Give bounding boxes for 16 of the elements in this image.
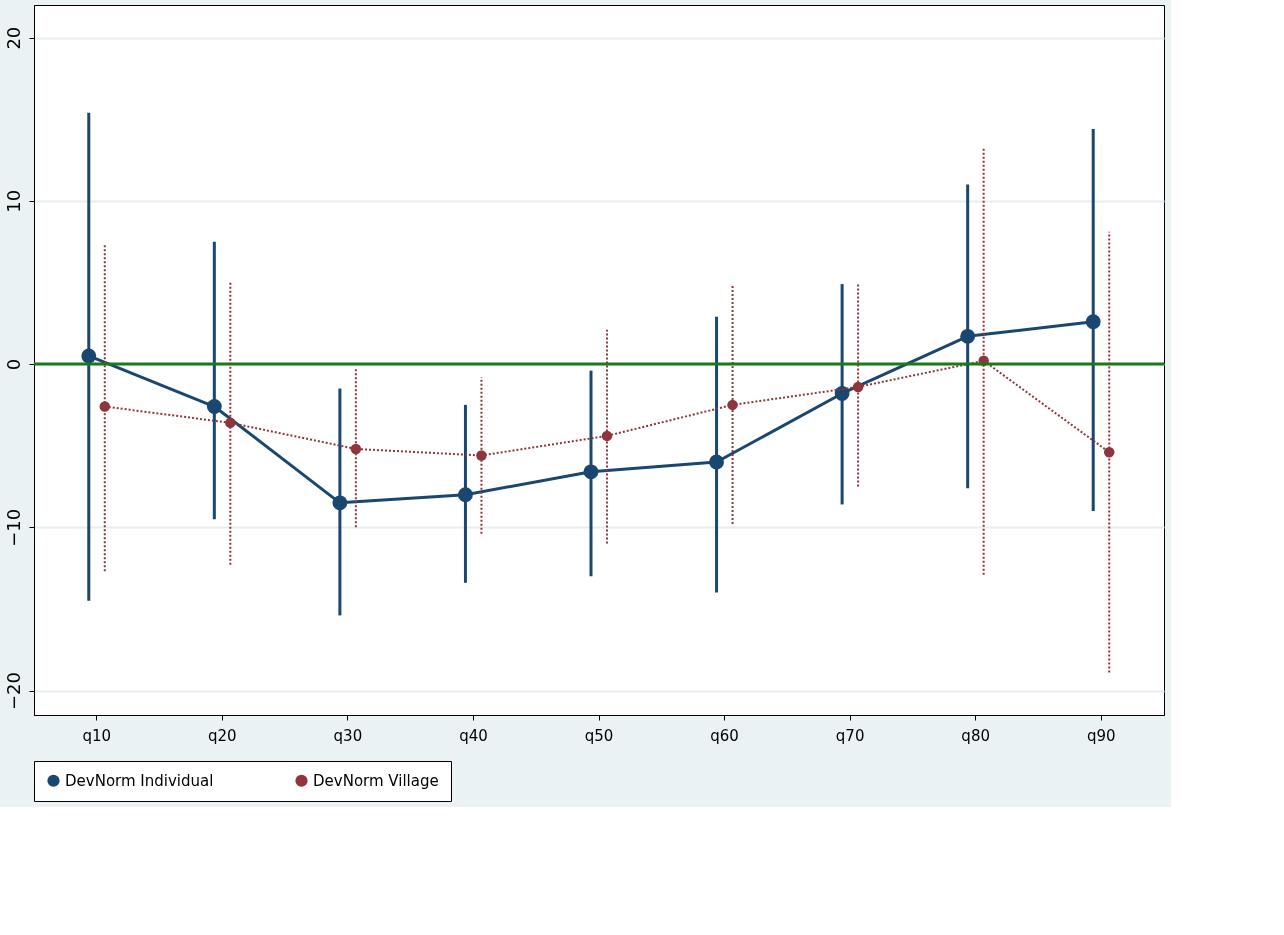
legend-label: DevNorm Village [313,771,439,790]
x-tick-label: q30 [333,726,363,745]
x-tick-label: q50 [584,726,614,745]
x-tick-label: q70 [835,726,865,745]
x-tick-label: q90 [1086,726,1116,745]
x-tick-label: q20 [208,726,237,745]
y-tick-label: −20 [2,672,24,711]
legend-label: DevNorm Individual [65,771,214,790]
y-tick-label: −10 [2,508,24,547]
y-tick-label: 0 [2,358,24,371]
x-tick-label: q80 [961,726,990,745]
x-tick-label: q40 [459,726,488,745]
y-tick-label: 20 [2,26,24,50]
x-tick-label: q10 [82,726,112,745]
y-tick-label: 10 [2,189,24,213]
x-tick-label: q60 [710,726,739,745]
